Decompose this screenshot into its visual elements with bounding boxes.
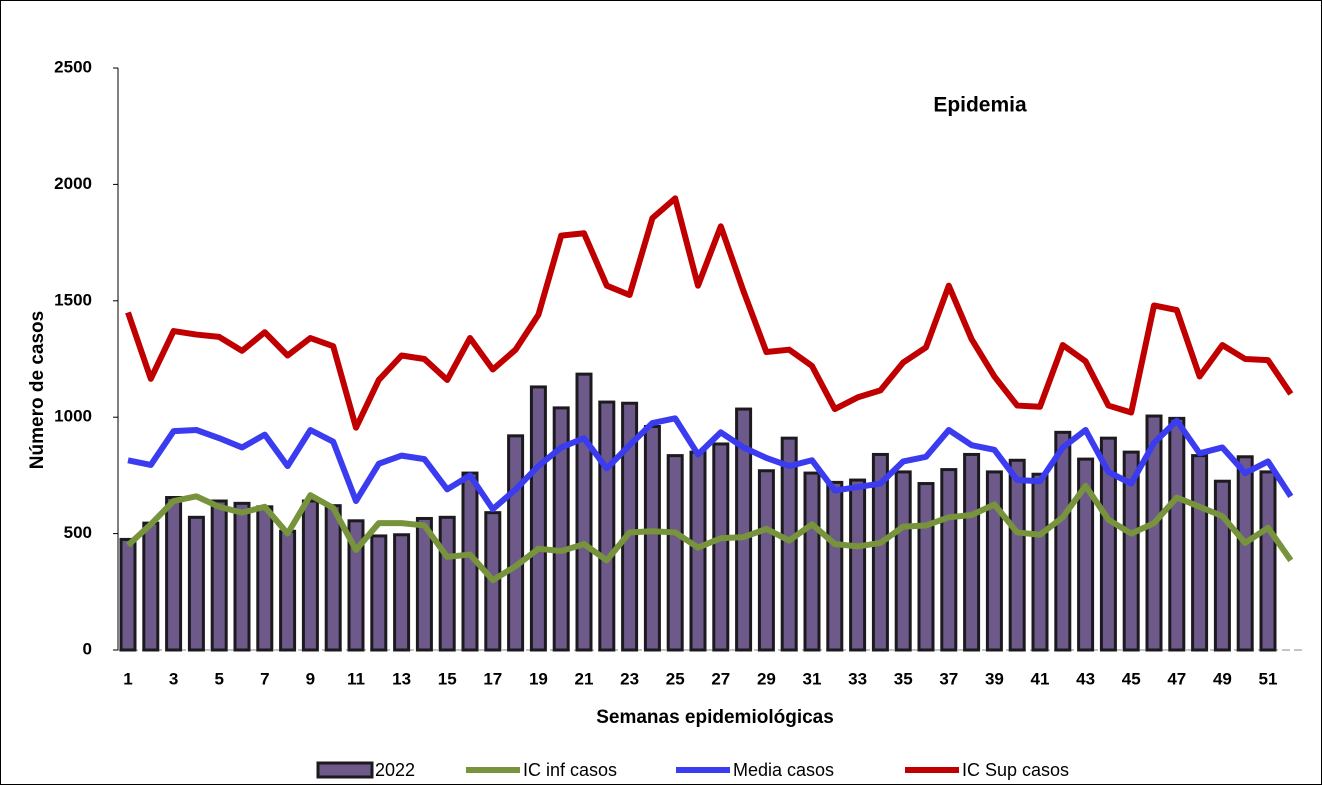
y-tick-label: 1500 — [54, 290, 92, 309]
bar — [210, 499, 228, 652]
bar — [735, 407, 753, 652]
x-tick-label: 27 — [711, 669, 730, 688]
x-tick-label: 5 — [214, 669, 223, 688]
bar — [803, 471, 821, 652]
bar — [393, 533, 411, 652]
bar — [119, 537, 137, 652]
bar — [1008, 458, 1026, 652]
bar — [917, 482, 935, 652]
bar — [1213, 479, 1231, 652]
legend-label: IC Sup casos — [962, 760, 1069, 780]
bar — [1145, 414, 1163, 652]
bar — [826, 480, 844, 652]
y-tick-label: 2500 — [54, 57, 92, 76]
x-tick-label: 29 — [757, 669, 776, 688]
bar — [552, 406, 570, 652]
x-tick-label: 11 — [347, 669, 365, 688]
y-axis-title: Número de casos — [27, 311, 48, 469]
bar — [347, 519, 365, 652]
x-tick-label: 1 — [123, 669, 132, 688]
x-tick-label: 41 — [1031, 669, 1050, 688]
bar — [1054, 430, 1072, 652]
bar — [529, 385, 547, 652]
bar — [1077, 457, 1095, 652]
bar — [849, 478, 867, 652]
bar — [940, 468, 958, 652]
x-tick-label: 7 — [260, 669, 269, 688]
legend-label: Media casos — [733, 760, 834, 780]
bar — [1191, 454, 1209, 652]
bar — [507, 434, 525, 652]
bar — [438, 515, 456, 652]
bar — [142, 521, 160, 652]
bar — [165, 496, 183, 652]
x-tick-label: 35 — [894, 669, 913, 688]
bar — [1122, 450, 1140, 652]
bar — [963, 452, 981, 652]
bar — [575, 372, 593, 652]
bar — [666, 454, 684, 652]
y-tick-label: 0 — [83, 639, 92, 658]
bar — [621, 401, 639, 652]
legend-label: IC inf casos — [523, 760, 617, 780]
bar — [370, 534, 388, 652]
y-tick-label: 1000 — [54, 407, 92, 426]
bar — [871, 452, 889, 652]
x-tick-label: 43 — [1076, 669, 1095, 688]
bar — [643, 425, 661, 652]
bar — [415, 516, 433, 652]
x-tick-label: 49 — [1213, 669, 1232, 688]
legend-label: 2022 — [375, 760, 415, 780]
bar — [757, 469, 775, 652]
bar — [1236, 455, 1254, 652]
bar — [894, 470, 912, 652]
bar — [689, 450, 707, 652]
x-tick-label: 15 — [438, 669, 457, 688]
bar — [598, 400, 616, 652]
x-tick-label: 45 — [1122, 669, 1141, 688]
x-tick-label: 3 — [169, 669, 178, 688]
bar — [324, 504, 342, 652]
x-tick-label: 31 — [803, 669, 822, 688]
x-tick-label: 21 — [575, 669, 594, 688]
bar — [712, 442, 730, 652]
x-tick-label: 17 — [483, 669, 502, 688]
line — [127, 415, 1294, 513]
line — [125, 482, 1294, 584]
y-tick-label: 2000 — [54, 174, 92, 193]
x-tick-label: 47 — [1167, 669, 1186, 688]
x-tick-label: 51 — [1259, 669, 1278, 688]
x-tick-label: 9 — [306, 669, 315, 688]
bar — [1031, 472, 1049, 652]
bar — [1099, 436, 1117, 652]
x-tick-label: 39 — [985, 669, 1004, 688]
line — [125, 195, 1294, 431]
bar — [985, 470, 1003, 652]
x-tick-label: 37 — [939, 669, 958, 688]
bar — [233, 501, 251, 652]
x-tick-label: 33 — [848, 669, 867, 688]
annotation: Epidemia — [933, 94, 1027, 117]
bar — [279, 529, 297, 652]
legend-swatch — [316, 761, 374, 779]
x-tick-label: 13 — [392, 669, 411, 688]
bar — [1259, 470, 1277, 652]
bar — [187, 515, 205, 652]
bar — [256, 505, 274, 652]
x-axis-title: Semanas epidemiológicas — [596, 707, 834, 728]
x-tick-label: 25 — [666, 669, 685, 688]
bar — [780, 436, 798, 652]
x-tick-label: 23 — [620, 669, 639, 688]
x-tick-label: 19 — [529, 669, 548, 688]
bar — [1168, 416, 1186, 652]
y-tick-label: 500 — [64, 523, 92, 542]
bar — [301, 499, 319, 652]
